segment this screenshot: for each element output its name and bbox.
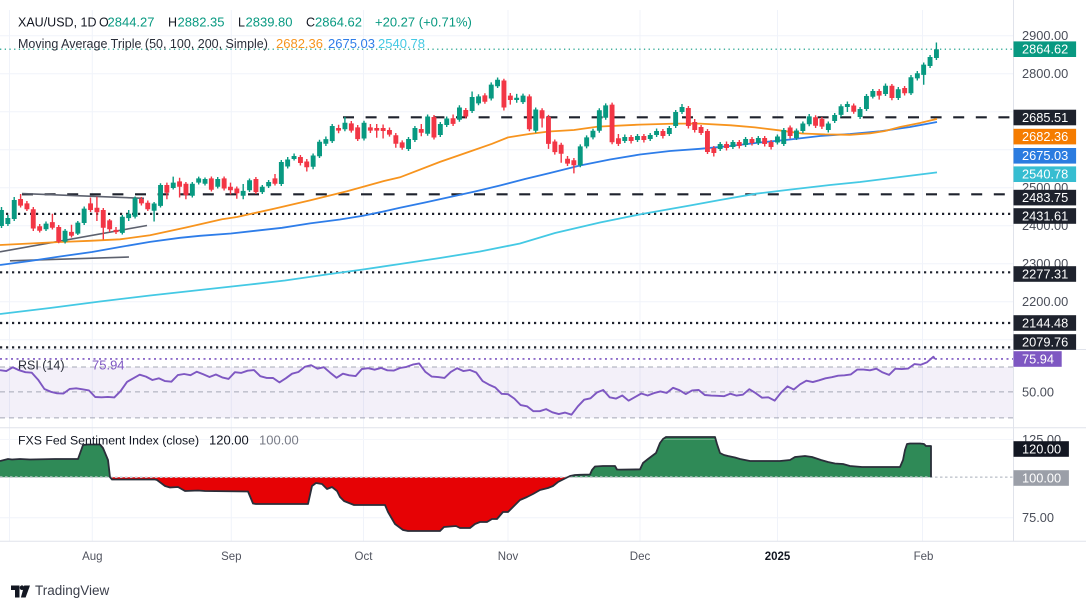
svg-text:Oct: Oct [355,551,374,563]
svg-text:2682.36: 2682.36 [1022,129,1068,144]
svg-text:O: O [99,16,109,30]
svg-text:120.00: 120.00 [209,433,249,448]
svg-text:2540.78: 2540.78 [1022,167,1068,182]
svg-text:2864.62: 2864.62 [1022,42,1068,57]
svg-text:100.00: 100.00 [1022,470,1061,485]
svg-text:2800.00: 2800.00 [1022,66,1068,81]
svg-text:75.00: 75.00 [1022,510,1054,525]
svg-text:Feb: Feb [914,551,934,563]
svg-text:2277.31: 2277.31 [1022,266,1068,281]
svg-text:2682.36: 2682.36 [276,36,323,51]
svg-text:L: L [238,16,245,30]
svg-text:120.00: 120.00 [1022,441,1061,456]
svg-text:2675.03: 2675.03 [328,36,375,51]
svg-text:2144.48: 2144.48 [1022,315,1068,330]
svg-text:2675.03: 2675.03 [1022,148,1068,163]
svg-text:2540.78: 2540.78 [378,36,425,51]
svg-text:50.00: 50.00 [1022,384,1054,399]
svg-text:RSI (14): RSI (14) [18,359,65,373]
svg-text:Dec: Dec [630,551,651,563]
svg-text:2844.27: 2844.27 [108,15,155,30]
svg-text:Sep: Sep [221,551,241,563]
svg-text:2864.62: 2864.62 [315,15,362,30]
svg-text:C: C [306,16,315,30]
svg-text:TradingView: TradingView [35,583,110,598]
svg-text:75.94: 75.94 [1022,351,1054,366]
svg-text:FXS Fed Sentiment Index (close: FXS Fed Sentiment Index (close) [18,434,199,448]
svg-text:2200.00: 2200.00 [1022,294,1068,309]
svg-text:75.94: 75.94 [92,358,125,373]
svg-text:+20.27 (+0.71%): +20.27 (+0.71%) [375,15,472,30]
svg-text:Aug: Aug [82,551,102,563]
svg-text:2839.80: 2839.80 [246,15,293,30]
svg-text:2685.51: 2685.51 [1022,110,1068,125]
svg-text:H: H [168,16,177,30]
svg-text:2079.76: 2079.76 [1022,334,1068,349]
svg-text:100.00: 100.00 [259,433,299,448]
svg-text:2483.75: 2483.75 [1022,190,1068,205]
svg-text:Moving Average Triple (50, 100: Moving Average Triple (50, 100, 200, Sim… [18,37,268,51]
svg-text:2431.61: 2431.61 [1022,208,1068,223]
svg-text:2882.35: 2882.35 [178,15,225,30]
svg-text:Nov: Nov [498,551,519,563]
svg-text:2900.00: 2900.00 [1022,28,1068,43]
svg-text:2025: 2025 [765,551,791,563]
svg-text:XAU/USD, 1D: XAU/USD, 1D [18,16,97,30]
